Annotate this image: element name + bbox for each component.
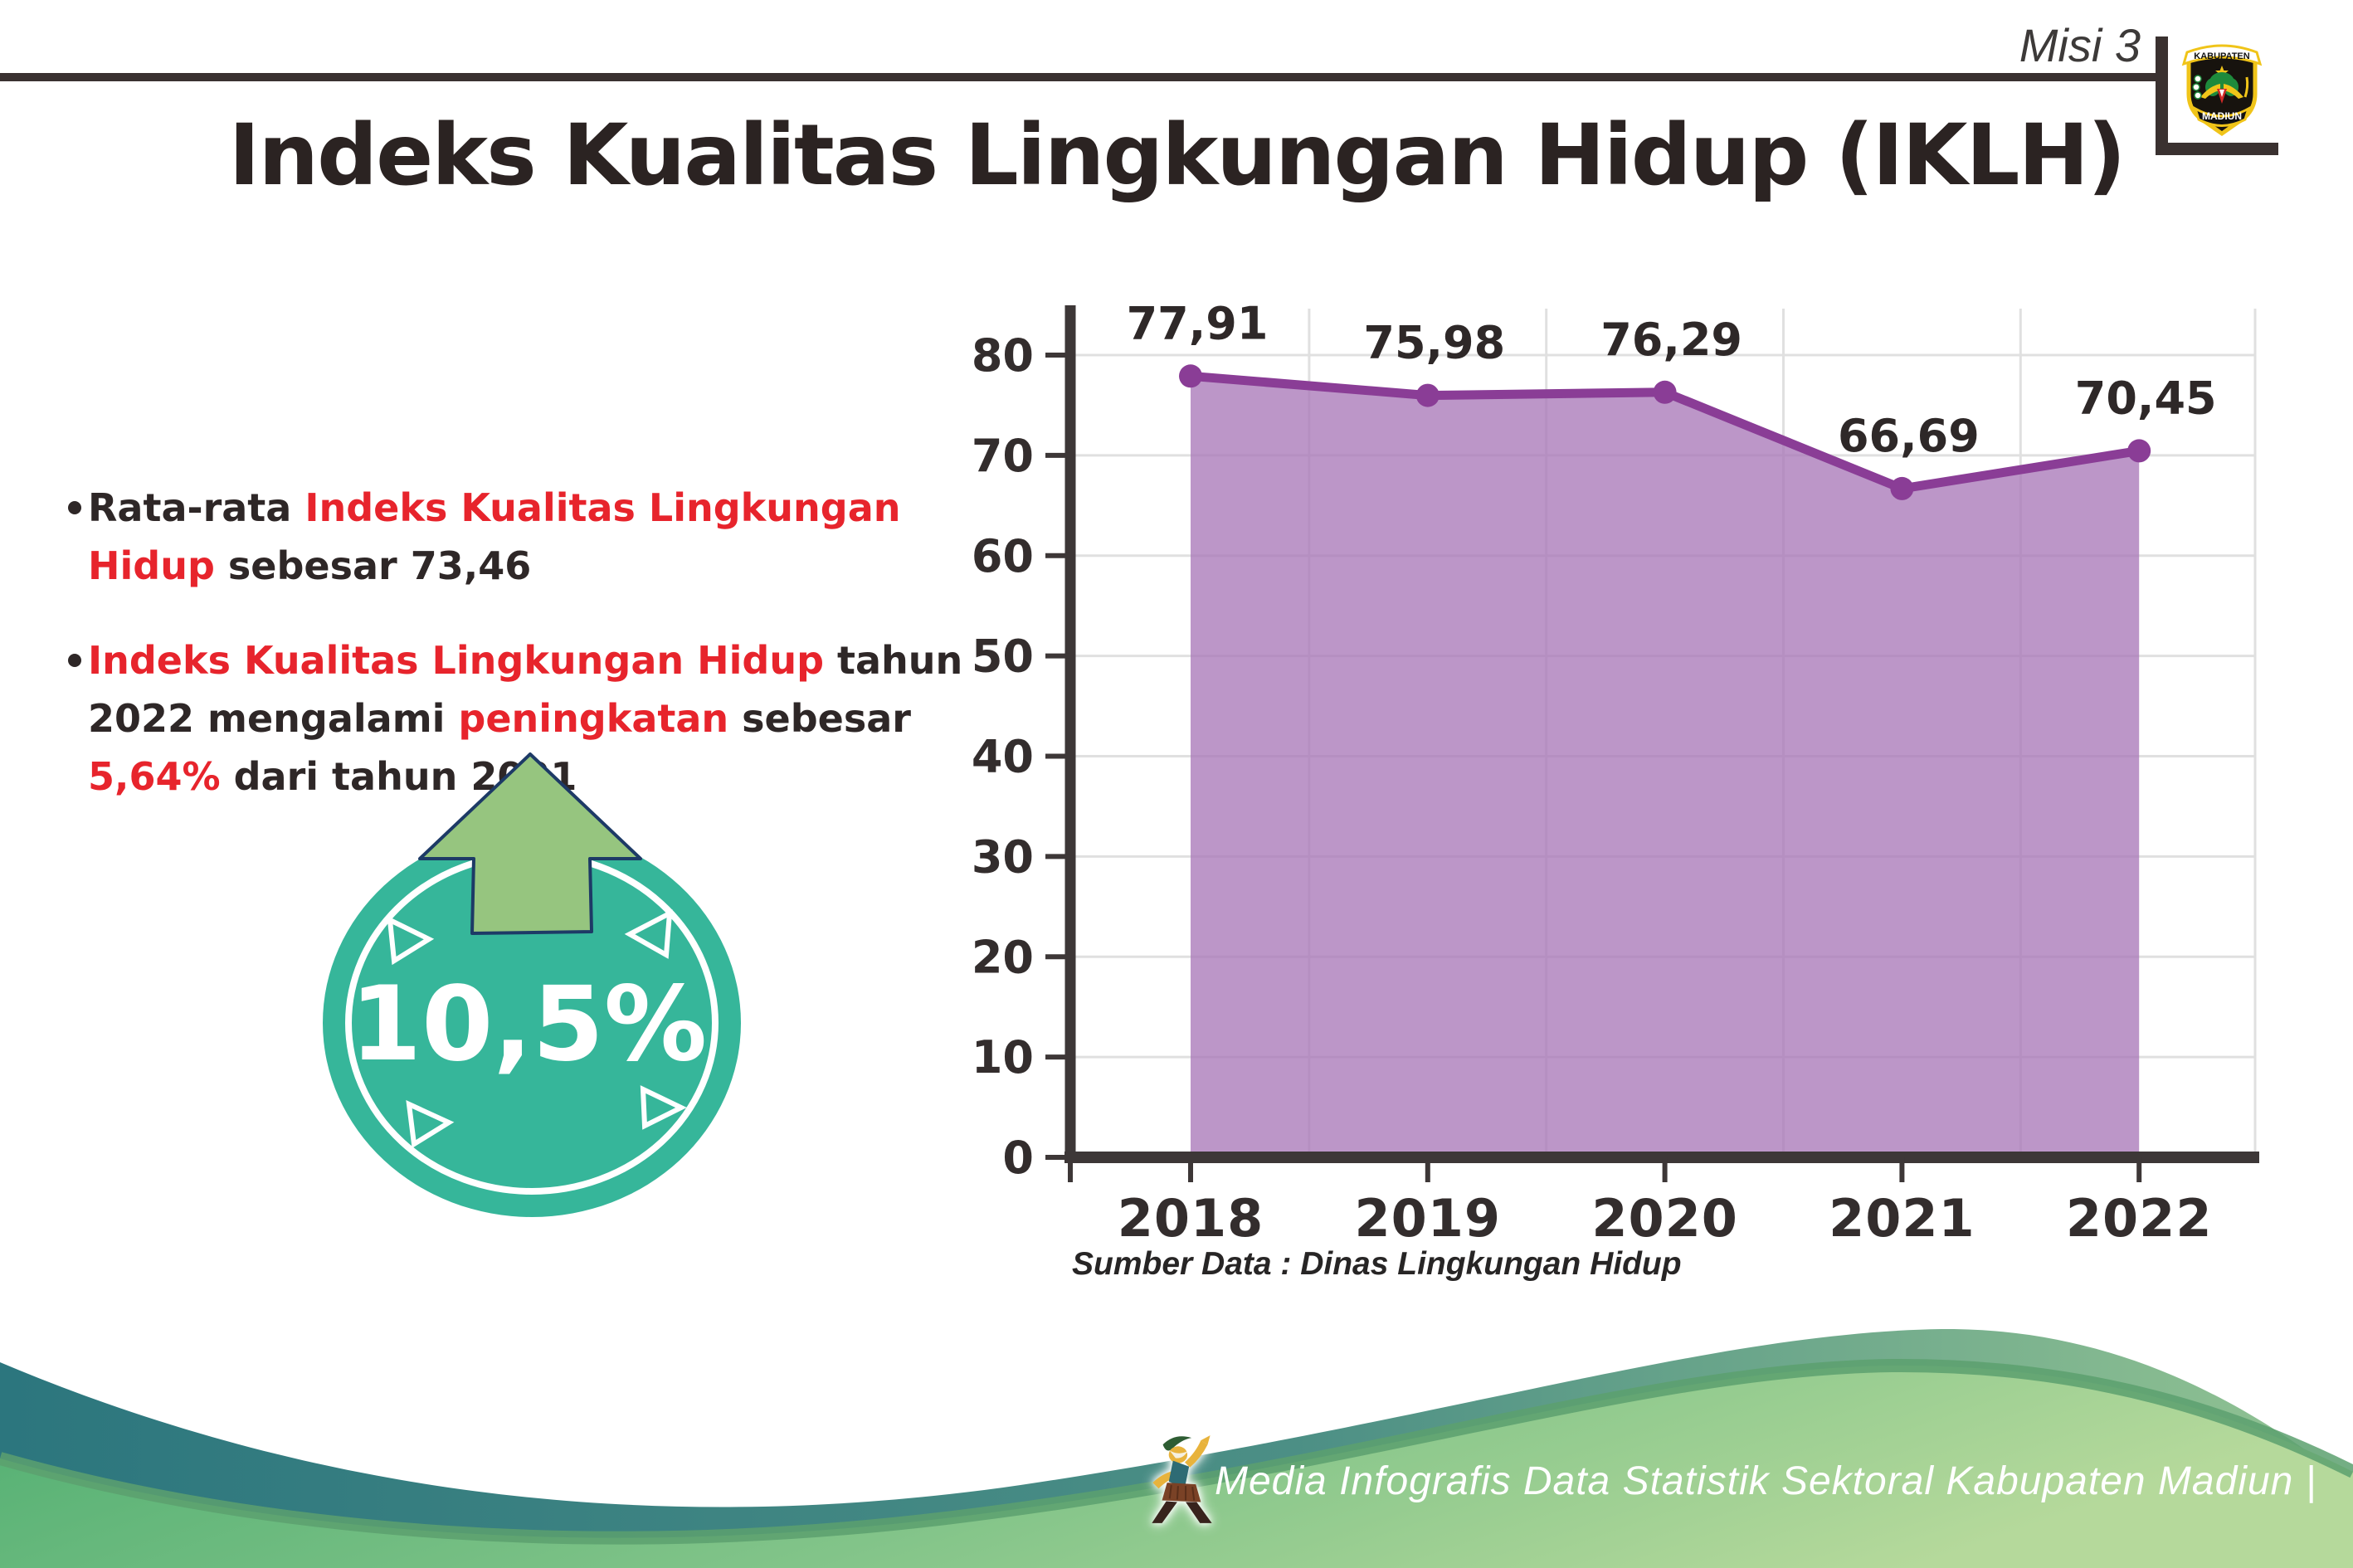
- bullet-segment: Indeks Kualitas Lingkungan Hidup: [88, 485, 901, 588]
- badge-spark-icon: [387, 915, 435, 966]
- badge-spark-icon: [406, 1100, 455, 1149]
- bullet-text: Indeks Kualitas Lingkungan Hidup tahun 2…: [88, 638, 962, 799]
- logo-frame-vertical: [2156, 37, 2168, 155]
- chart-point: [2127, 439, 2151, 463]
- mascot-sarong: [1162, 1483, 1201, 1502]
- seal-banner: [2181, 44, 2263, 66]
- seal-rice: [2243, 76, 2249, 98]
- seal-wing-left: [2200, 84, 2220, 99]
- data-label: 76,29: [1600, 314, 1742, 366]
- increase-badge: 10,5%: [323, 752, 741, 1217]
- y-tick-label: 0: [1002, 1132, 1034, 1184]
- bullet-segment: Rata-rata: [88, 485, 305, 530]
- badge-spark-icon: [640, 1085, 687, 1130]
- bullet-segment: peningkatan: [458, 695, 729, 741]
- chart-point: [1415, 383, 1440, 407]
- y-tick-label: 20: [972, 931, 1034, 983]
- badge-spark-icon: [624, 908, 673, 959]
- y-tick-label: 70: [972, 430, 1034, 482]
- mascot-leg-right: [1186, 1502, 1212, 1523]
- mascot-arm-right: [1185, 1440, 1208, 1468]
- bullet-segment: Indeks Kualitas Lingkungan Hidup: [88, 637, 825, 683]
- chart-point: [1890, 476, 1914, 500]
- badge-circle: [323, 829, 741, 1217]
- bullet-segment: tahun 2022 mengalami: [88, 637, 963, 741]
- seal-ribbon-text: MADIUN: [2202, 110, 2242, 122]
- chart-point: [1653, 380, 1677, 404]
- bullet-segment: 5,64%: [88, 753, 221, 799]
- summary-bullets: Rata-rata Indeks Kualitas Lingkungan Hid…: [68, 480, 1006, 843]
- bullet-average-iklh: Rata-rata Indeks Kualitas Lingkungan Hid…: [68, 480, 1006, 596]
- y-tick-label: 60: [972, 530, 1034, 582]
- seal-wing-right: [2224, 84, 2243, 99]
- y-tick-label: 50: [972, 631, 1034, 683]
- seal-ribbon: [2193, 105, 2251, 127]
- y-tick-label: 80: [972, 329, 1034, 382]
- x-tick-label: 2018: [1118, 1188, 1264, 1249]
- y-tick-label: 40: [972, 731, 1034, 783]
- mascot-hand: [1201, 1435, 1211, 1445]
- mascot-sarong-pattern: [1168, 1484, 1196, 1501]
- mascot-sash: [1168, 1460, 1190, 1488]
- x-tick-label: 2022: [2066, 1188, 2213, 1249]
- chart-point: [1179, 364, 1202, 388]
- bullet-increase-iklh: Indeks Kualitas Lingkungan Hidup tahun 2…: [68, 632, 1006, 806]
- seal-kujang-inner: [2219, 90, 2224, 97]
- area-fill: [1191, 376, 2140, 1157]
- data-label: 77,91: [1127, 297, 1269, 349]
- iklh-area-chart: 0 10 20 30 40 50 60 70 80 2018 2019 2020 2021 2022 77,…: [972, 297, 2259, 1249]
- mission-label: Misi 3: [2019, 19, 2141, 71]
- mascot-leg-left: [1152, 1501, 1177, 1523]
- bullet-text: Rata-rata Indeks Kualitas Lingkungan Hid…: [88, 485, 900, 588]
- bullet-dot-icon: [68, 501, 81, 514]
- y-tick-label: 10: [972, 1031, 1034, 1083]
- x-tick-label: 2019: [1355, 1188, 1502, 1249]
- bullet-segment: sebesar 73,46: [214, 543, 532, 588]
- bullet-segment: sebesar: [728, 695, 911, 741]
- bullet-dot-icon: [68, 653, 81, 667]
- seal-banner-text: KABUPATEN: [2194, 51, 2249, 61]
- chart-labels: 0 10 20 30 40 50 60 70 80 2018 2019 2020 2021 2022 77,…: [972, 297, 2217, 1249]
- page-title: Indeks Kualitas Lingkungan Hidup (IKLH): [228, 106, 2126, 205]
- kabupaten-madiun-seal-icon: KABUPATEN MADIUN: [2181, 44, 2263, 137]
- data-label: 66,69: [1838, 410, 1980, 462]
- logo-frame-horizontal: [2156, 143, 2278, 155]
- chart-axes: [1045, 305, 2259, 1182]
- footer-credit: Media Infografis Data Statistik Sektoral…: [1215, 1459, 2317, 1503]
- source-note: Sumber Data : Dinas Lingkungan Hidup: [1072, 1246, 1682, 1282]
- seal-cotton: [2192, 83, 2200, 91]
- data-label: 75,98: [1363, 317, 1505, 369]
- x-tick-label: 2020: [1591, 1188, 1738, 1249]
- mascot-headband: [1169, 1450, 1188, 1458]
- arrow-up-icon: [418, 752, 642, 935]
- y-tick-label: 30: [972, 830, 1034, 883]
- header-rule: [0, 73, 2167, 81]
- chart-series: [1179, 364, 2151, 1157]
- seal-cotton: [2194, 75, 2202, 83]
- x-tick-label: 2021: [1829, 1188, 1975, 1249]
- data-label: 70,45: [2075, 372, 2217, 424]
- mascot-hat: [1162, 1436, 1192, 1451]
- badge-value: 10,5%: [350, 965, 707, 1084]
- seal-cotton: [2194, 91, 2202, 100]
- dancer-mascot-icon: [1152, 1435, 1212, 1523]
